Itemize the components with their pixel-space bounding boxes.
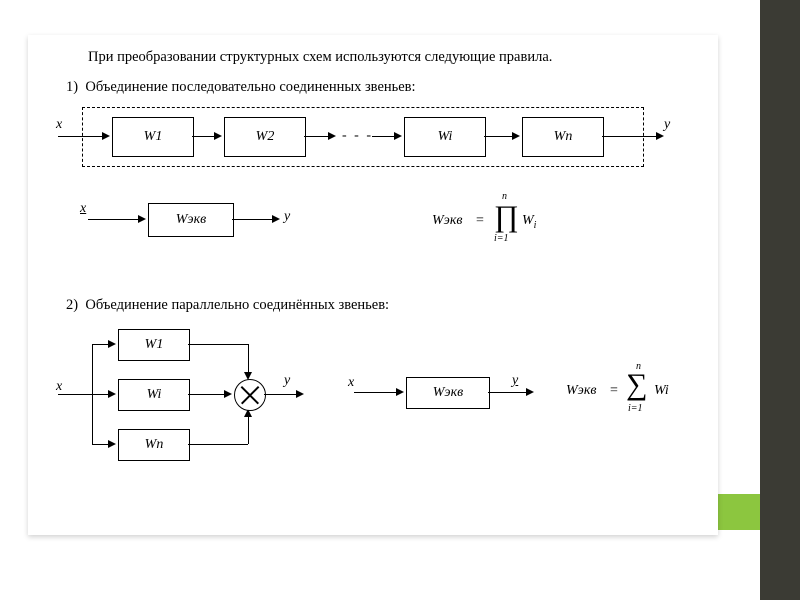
parallel-input-label: x	[56, 379, 62, 395]
arrow	[192, 136, 216, 137]
arrowhead	[224, 390, 232, 398]
arrow	[372, 136, 396, 137]
equiv2-input: x	[348, 375, 354, 391]
block-Wn: Wn	[118, 429, 190, 461]
formula1-lower: i=1	[494, 233, 509, 244]
line	[188, 344, 248, 345]
arrow	[488, 392, 528, 393]
formula1-lhs: Wэкв	[432, 213, 462, 229]
block-Wi: Wi	[118, 379, 190, 411]
arrowhead	[272, 215, 280, 223]
rule-1-text: Объединение последовательно соединенных …	[85, 79, 415, 95]
arrowhead	[656, 132, 664, 140]
formula1-rhs: Wi	[522, 213, 536, 231]
arrow	[354, 392, 398, 393]
arrowhead	[512, 132, 520, 140]
formula-product: Wэкв = n ∏ i=1 Wi	[432, 195, 652, 251]
block-W2: W2	[224, 117, 306, 157]
equiv1-output: y	[284, 209, 290, 225]
diagram-parallel-equiv: x Wэкв y	[348, 371, 548, 421]
diagram-parallel: x W1 Wi Wn y	[58, 327, 318, 477]
serial-input-label: x	[56, 117, 62, 133]
rule-2-num: 2)	[66, 297, 78, 313]
arrowhead	[108, 340, 116, 348]
formula1-term-sub: i	[534, 220, 537, 231]
arrow	[602, 136, 658, 137]
block-Weqv: Wэкв	[148, 203, 234, 237]
rule-2: 2) Объединение параллельно соединённых з…	[66, 297, 389, 314]
parallel-output-label: y	[284, 373, 290, 389]
slide-page: При преобразовании структурных схем испо…	[28, 35, 718, 535]
arrow	[484, 136, 514, 137]
arrowhead	[396, 388, 404, 396]
rule-2-text: Объединение параллельно соединённых звен…	[85, 297, 389, 313]
arrowhead	[328, 132, 336, 140]
line	[264, 394, 298, 395]
arrowhead	[102, 132, 110, 140]
formula1-eq: =	[476, 213, 484, 229]
equiv1-input: x	[80, 201, 86, 217]
arrowhead	[526, 388, 534, 396]
product-symbol: ∏	[494, 200, 519, 234]
formula2-lhs: Wэкв	[566, 383, 596, 399]
line	[248, 414, 249, 444]
arrowhead	[296, 390, 304, 398]
arrowhead	[214, 132, 222, 140]
equiv2-output: y	[512, 373, 518, 389]
block-Weqv: Wэкв	[406, 377, 490, 409]
block-Wi: Wi	[404, 117, 486, 157]
serial-output-label: y	[664, 117, 670, 133]
intro-text: При преобразовании структурных схем испо…	[88, 49, 552, 66]
line	[188, 394, 226, 395]
arrowhead	[108, 440, 116, 448]
line	[58, 394, 92, 395]
summator-icon	[234, 379, 266, 411]
rule-1: 1) Объединение последовательно соединенн…	[66, 79, 416, 96]
block-W1: W1	[112, 117, 194, 157]
arrow	[304, 136, 330, 137]
block-Wn: Wn	[522, 117, 604, 157]
formula2-lower: i=1	[628, 403, 643, 414]
block-W1: W1	[118, 329, 190, 361]
content: При преобразовании структурных схем испо…	[28, 35, 718, 535]
formula1-term: W	[522, 213, 534, 228]
formula2-rhs: Wi	[654, 383, 669, 399]
arrow	[232, 219, 274, 220]
rule-1-num: 1)	[66, 79, 78, 95]
arrow	[58, 136, 104, 137]
formula-sum: Wэкв = n ∑ i=1 Wi	[566, 365, 726, 421]
line	[248, 344, 249, 374]
slide-side-bar	[760, 0, 800, 600]
arrowhead	[394, 132, 402, 140]
arrow	[88, 219, 140, 220]
sum-symbol: ∑	[626, 368, 647, 402]
formula2-eq: =	[610, 383, 618, 399]
diagram-serial: x W1 W2 - - - Wi Wn y	[56, 105, 676, 169]
ellipsis: - - -	[342, 128, 373, 144]
line	[188, 444, 248, 445]
arrowhead	[138, 215, 146, 223]
arrowhead	[108, 390, 116, 398]
